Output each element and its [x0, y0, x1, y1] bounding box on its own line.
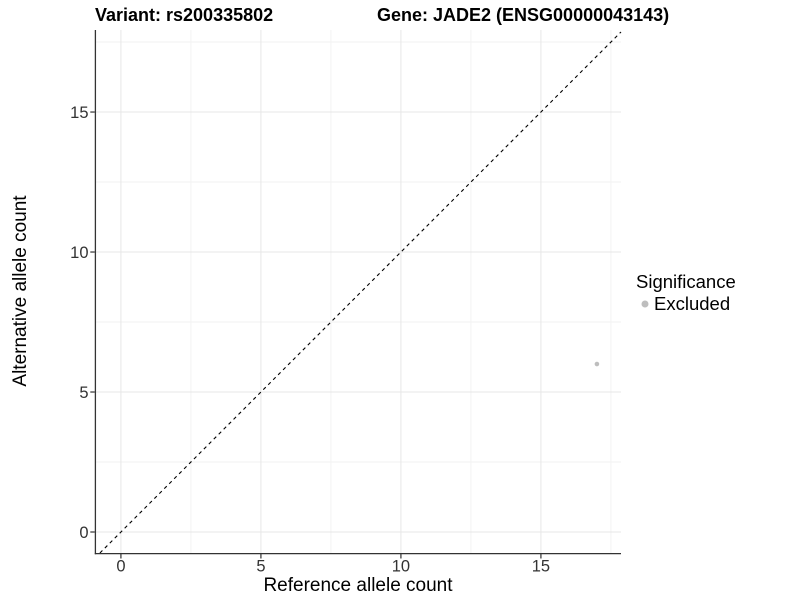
- x-tick-label: 15: [532, 558, 550, 576]
- x-tick-label: 0: [116, 558, 125, 576]
- legend: Significance Excluded: [636, 271, 736, 314]
- x-tick-label: 10: [392, 558, 410, 576]
- y-axis-title: Alternative allele count: [10, 195, 31, 387]
- legend-title: Significance: [636, 271, 736, 292]
- data-point: [594, 361, 600, 367]
- x-axis-title: Reference allele count: [263, 575, 453, 596]
- legend-item-excluded: Excluded: [636, 293, 736, 314]
- legend-key-dot-icon: [636, 295, 653, 312]
- y-tick-label: 0: [79, 524, 88, 542]
- identity-reference-line: [99, 31, 622, 554]
- y-tick-label: 15: [70, 104, 88, 122]
- legend-item-label: Excluded: [654, 292, 731, 314]
- y-tick-label: 10: [70, 244, 88, 262]
- variant-title: Variant: rs200335802: [95, 5, 274, 25]
- gray-point-icon: [641, 300, 648, 307]
- x-tick-label: 5: [256, 558, 265, 576]
- y-tick-label: 5: [79, 384, 88, 402]
- gene-title: Gene: JADE2 (ENSG00000043143): [377, 5, 670, 25]
